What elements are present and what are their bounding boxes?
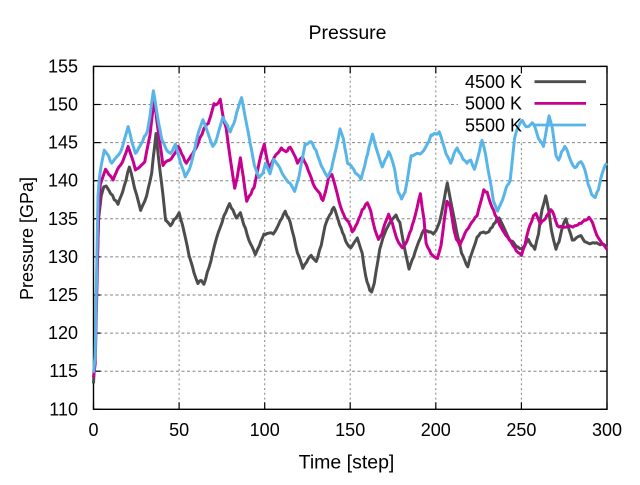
svg-text:Pressure: Pressure <box>308 22 386 44</box>
svg-text:150: 150 <box>48 95 78 115</box>
svg-text:100: 100 <box>250 420 280 440</box>
svg-text:5000 K: 5000 K <box>465 94 522 114</box>
svg-text:50: 50 <box>169 420 189 440</box>
svg-text:0: 0 <box>88 420 98 440</box>
svg-text:200: 200 <box>421 420 451 440</box>
svg-text:300: 300 <box>592 420 622 440</box>
svg-text:5500 K: 5500 K <box>465 115 522 135</box>
svg-text:155: 155 <box>48 56 78 76</box>
svg-text:Time [step]: Time [step] <box>299 452 395 474</box>
svg-text:Pressure [GPa]: Pressure [GPa] <box>17 177 37 300</box>
svg-text:145: 145 <box>48 133 78 153</box>
svg-text:135: 135 <box>48 209 78 229</box>
svg-text:115: 115 <box>49 361 78 381</box>
svg-text:125: 125 <box>48 285 78 305</box>
svg-text:4500 K: 4500 K <box>465 72 522 92</box>
svg-text:110: 110 <box>49 399 78 419</box>
svg-text:140: 140 <box>48 171 78 191</box>
svg-text:130: 130 <box>48 247 78 267</box>
svg-text:120: 120 <box>48 323 78 343</box>
svg-text:250: 250 <box>506 420 536 440</box>
svg-text:150: 150 <box>335 420 365 440</box>
